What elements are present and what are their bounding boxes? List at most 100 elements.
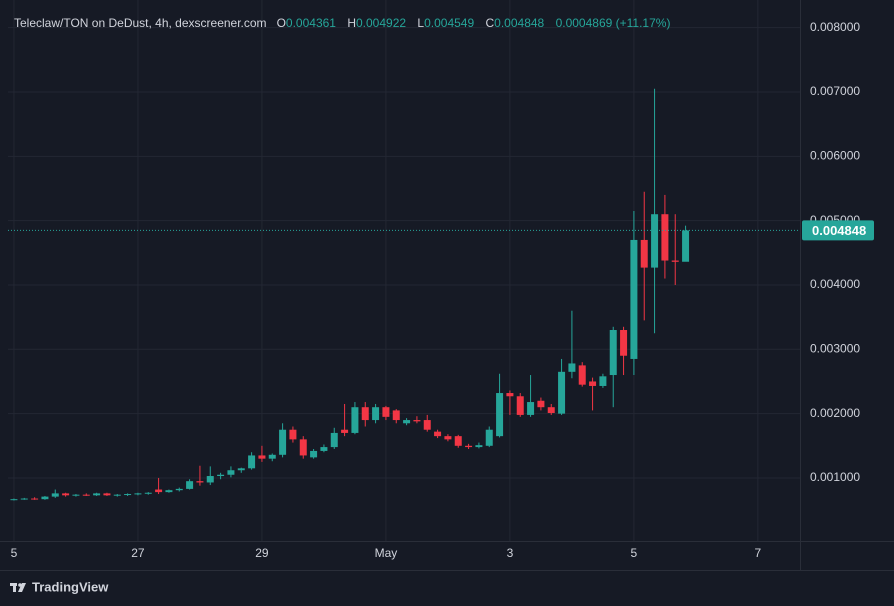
y-tick-label: 0.004000: [810, 277, 860, 291]
candle-body: [558, 371, 566, 414]
candle-body: [372, 407, 380, 421]
candle-body: [547, 407, 555, 413]
candle-body: [434, 431, 442, 437]
candle-body: [82, 494, 90, 496]
candle-body: [144, 492, 152, 494]
candle-body: [568, 363, 576, 372]
ohlc-label: L: [417, 16, 425, 30]
candle-body: [227, 470, 235, 475]
candle-body: [578, 365, 586, 385]
candle-body: [41, 496, 49, 500]
candle-body: [248, 455, 256, 469]
candle-body: [196, 481, 204, 483]
ohlc-value: 0.004549: [424, 16, 475, 30]
ohlc-label: C: [485, 16, 495, 30]
candle-body: [341, 429, 349, 433]
candle-body: [258, 455, 266, 459]
candle-body: [516, 396, 524, 415]
candle-body: [310, 450, 318, 458]
candle-body: [206, 476, 214, 483]
candle-body: [413, 420, 421, 422]
y-tick-label: 0.007000: [810, 84, 860, 98]
candle-body: [609, 330, 617, 376]
y-tick-label: 0.008000: [810, 20, 860, 34]
candle-body: [496, 393, 504, 437]
candle-body: [382, 407, 390, 417]
candle-body: [10, 499, 18, 501]
header: Teleclaw/TON on DeDust, 4h, dexscreener.…: [14, 16, 678, 30]
candle-body: [599, 376, 607, 386]
chart-title: Teleclaw/TON on DeDust, 4h, dexscreener.…: [14, 16, 267, 30]
x-tick-label: May: [375, 546, 398, 560]
candle-body: [620, 330, 628, 356]
candle-body: [351, 407, 359, 433]
candle-body: [279, 429, 287, 455]
candle-body: [103, 493, 111, 496]
candle-body: [361, 407, 369, 421]
ohlc-label: O: [276, 16, 286, 30]
y-tick-label: 0.006000: [810, 148, 860, 162]
logo-part: [18, 583, 26, 592]
logo-part: [13, 583, 16, 592]
last-price-box: [802, 220, 874, 241]
candle-body: [330, 432, 338, 448]
candle-body: [320, 447, 328, 451]
candle-body: [289, 429, 297, 440]
candle-body: [527, 402, 535, 415]
candle-body: [682, 230, 690, 262]
candle-body: [537, 400, 545, 408]
candle-body: [640, 239, 648, 268]
candle-body: [392, 410, 400, 421]
candle-body: [217, 474, 225, 477]
candle-body: [20, 498, 28, 500]
brand-logo: [10, 583, 26, 592]
y-tick-label: 0.002000: [810, 406, 860, 420]
candle-body: [31, 498, 39, 500]
candle-body: [423, 420, 431, 430]
candle-body: [444, 436, 452, 440]
y-tick-label: 0.003000: [810, 341, 860, 355]
x-tick-label: 29: [255, 546, 269, 560]
ohlc-label: H: [347, 16, 356, 30]
last-price-label: 0.004848: [812, 223, 866, 238]
x-tick-label: 5: [631, 546, 638, 560]
candle-body: [661, 214, 669, 261]
candle-body: [671, 260, 679, 262]
change: 0.0004869 (+11.17%): [555, 16, 671, 30]
candle-body: [155, 489, 163, 493]
ohlc-value: 0.004361: [285, 16, 336, 30]
x-tick-label: 27: [131, 546, 145, 560]
candle-body: [124, 494, 132, 496]
candle-body: [72, 494, 80, 496]
candle-body: [485, 429, 493, 446]
candle-body: [589, 381, 597, 386]
x-tick-label: 5: [11, 546, 18, 560]
ohlc-value: 0.004922: [356, 16, 407, 30]
candle-body: [651, 214, 659, 268]
candle-body: [93, 493, 101, 496]
candle-body: [134, 493, 142, 495]
ohlc-value: 0.004848: [494, 16, 545, 30]
candle-body: [403, 420, 411, 424]
x-tick-label: 3: [507, 546, 514, 560]
candle-body: [454, 436, 462, 446]
candle-body: [62, 493, 70, 496]
brand: TradingView: [32, 579, 109, 594]
candle-body: [506, 393, 514, 397]
candle-body: [268, 454, 276, 459]
candle-body: [175, 488, 183, 491]
candle-body: [51, 493, 59, 497]
candle-body: [113, 494, 121, 496]
candle-body: [465, 445, 473, 448]
y-tick-label: 0.001000: [810, 470, 860, 484]
candle-body: [475, 445, 483, 448]
candle-body: [165, 490, 173, 493]
candle-body: [630, 239, 638, 359]
candle-body: [237, 468, 245, 471]
candle-body: [186, 481, 194, 489]
x-tick-label: 7: [755, 546, 762, 560]
candle-body: [299, 439, 307, 456]
